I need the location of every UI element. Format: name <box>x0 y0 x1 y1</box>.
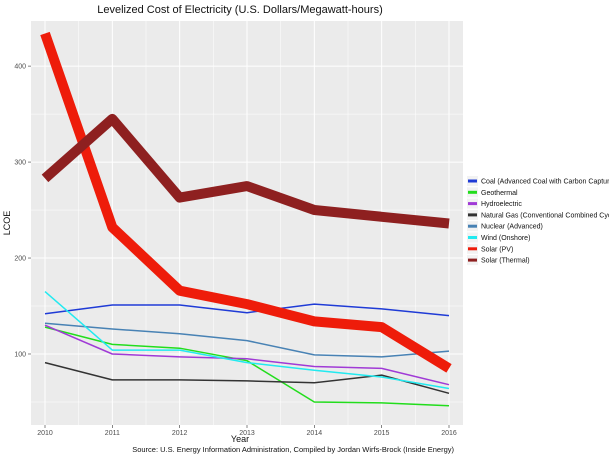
legend-label: Solar (Thermal) <box>481 258 530 265</box>
x-axis-title: Year <box>231 434 249 444</box>
legend-label: Coal (Advanced Coal with Carbon Capture) <box>481 179 609 186</box>
chart-title: Levelized Cost of Electricity (U.S. Doll… <box>97 4 382 16</box>
y-tick-label: 200 <box>14 256 26 263</box>
legend-label: Geothermal <box>481 190 518 197</box>
legend-label: Natural Gas (Conventional Combined Cycle… <box>481 212 609 219</box>
series-lines <box>40 31 452 407</box>
y-axis-title: LCOE <box>2 211 12 236</box>
series-line-nuclear-advanced <box>44 322 450 358</box>
x-tick-label: 2013 <box>239 430 255 437</box>
y-axis: 100 200 300 400 <box>14 64 31 358</box>
x-tick-label: 2012 <box>172 430 188 437</box>
series-line-natural-gas-conventional-combined-cycle <box>44 361 450 395</box>
x-tick-label: 2011 <box>105 430 120 437</box>
y-tick-label: 300 <box>14 160 26 167</box>
x-tick-label: 2015 <box>374 430 390 437</box>
legend-label: Solar (PV) <box>481 246 513 253</box>
x-tick-label: 2014 <box>307 430 323 437</box>
x-axis: 2010 2011 2012 2013 2014 2015 2016 <box>37 425 457 437</box>
source-caption: Source: U.S. Energy Information Administ… <box>132 445 454 454</box>
y-tick-label: 400 <box>14 64 26 71</box>
series-line-hydroelectric <box>44 324 450 386</box>
series-line-solar-pv <box>40 31 452 373</box>
series-line-coal-advanced-coal-with-carbon-capture <box>44 303 450 317</box>
x-tick-label: 2010 <box>37 430 53 437</box>
legend-label: Nuclear (Advanced) <box>481 224 543 231</box>
legend-label: Wind (Onshore) <box>481 235 530 242</box>
x-tick-label: 2016 <box>441 430 457 437</box>
series-line-wind-onshore <box>44 291 450 390</box>
legend-label: Hydroelectric <box>481 201 522 208</box>
legend: Coal (Advanced Coal with Carbon Capture)… <box>467 176 609 266</box>
series-line-solar-thermal <box>41 113 450 229</box>
series-line-geothermal <box>44 326 450 407</box>
y-tick-label: 100 <box>14 351 26 358</box>
